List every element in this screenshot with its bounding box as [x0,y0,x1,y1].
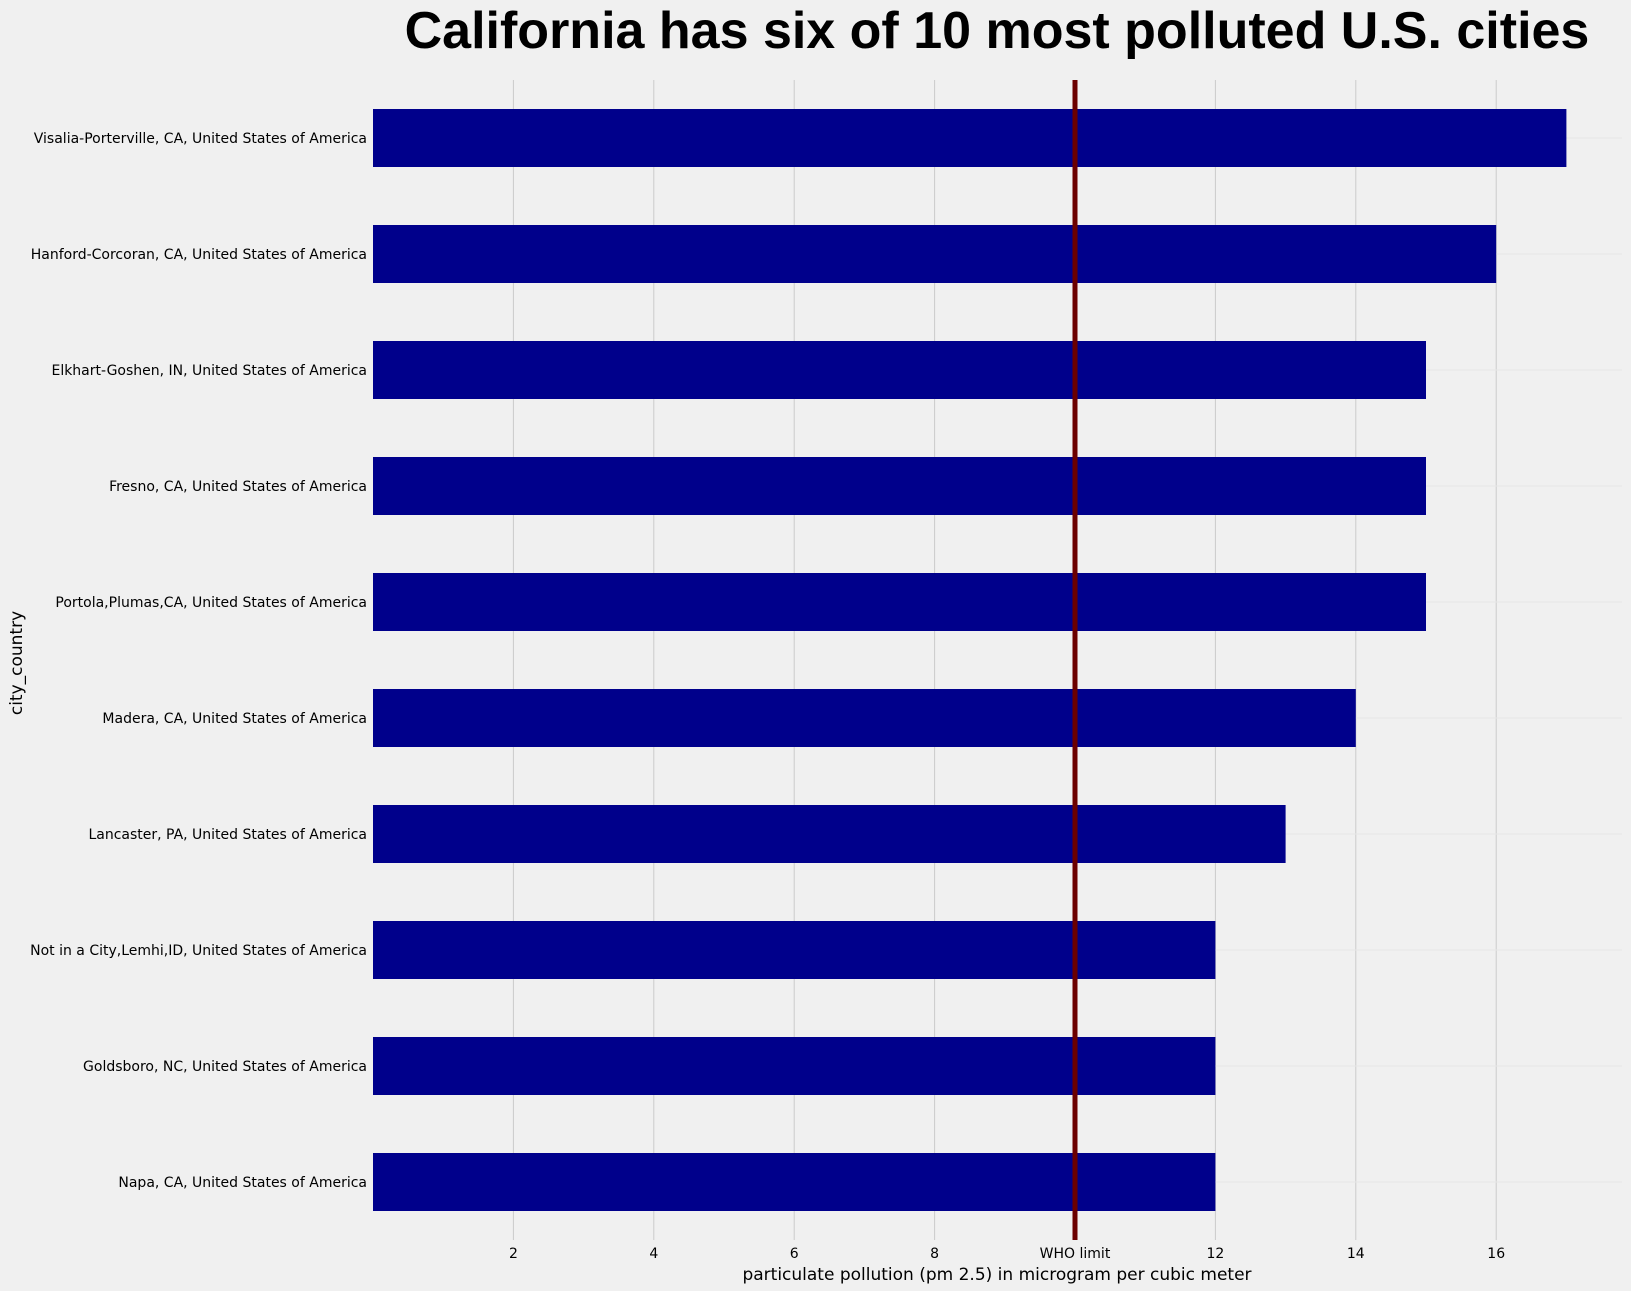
x-tick-label: 14 [1347,1246,1365,1262]
y-tick-label: Hanford-Corcoran, CA, United States of A… [31,247,367,263]
bar [373,573,1426,631]
bar [373,341,1426,399]
x-tick-label: 6 [790,1246,799,1262]
y-tick-label: Goldsboro, NC, United States of America [83,1059,367,1075]
y-axis-label: city_country [7,611,27,715]
bar [373,457,1426,515]
x-tick-label: 16 [1487,1246,1505,1262]
y-tick-label: Madera, CA, United States of America [102,711,367,727]
y-tick-label: Napa, CA, United States of America [118,1175,367,1191]
y-tick-label: Elkhart-Goshen, IN, United States of Ame… [51,363,367,379]
x-tick-label: 8 [930,1246,939,1262]
y-tick-label: Portola,Plumas,CA, United States of Amer… [55,595,367,611]
x-tick-label: 2 [509,1246,518,1262]
bar [373,1037,1216,1095]
y-tick-label: Visalia-Porterville, CA, United States o… [34,131,367,147]
y-tick-labels: Visalia-Porterville, CA, United States o… [30,131,367,1191]
bar [373,689,1356,747]
x-tick-label: 4 [649,1246,658,1262]
chart-title: California has six of 10 most polluted U… [405,2,1590,60]
bar [373,805,1286,863]
bar [373,225,1497,283]
bars [373,109,1567,1211]
x-tick-label: WHO limit [1040,1246,1111,1262]
y-tick-label: Not in a City,Lemhi,ID, United States of… [30,943,367,959]
x-tick-labels: 2 4 6 8 WHO limit 12 14 16 [509,1246,1505,1262]
bar [373,921,1216,979]
y-tick-label: Lancaster, PA, United States of America [88,827,367,843]
bar [373,109,1567,167]
y-tick-label: Fresno, CA, United States of America [109,479,367,495]
x-tick-label: 12 [1206,1246,1224,1262]
x-axis-label: particulate pollution (pm 2.5) in microg… [742,1265,1251,1285]
bar [373,1153,1216,1211]
